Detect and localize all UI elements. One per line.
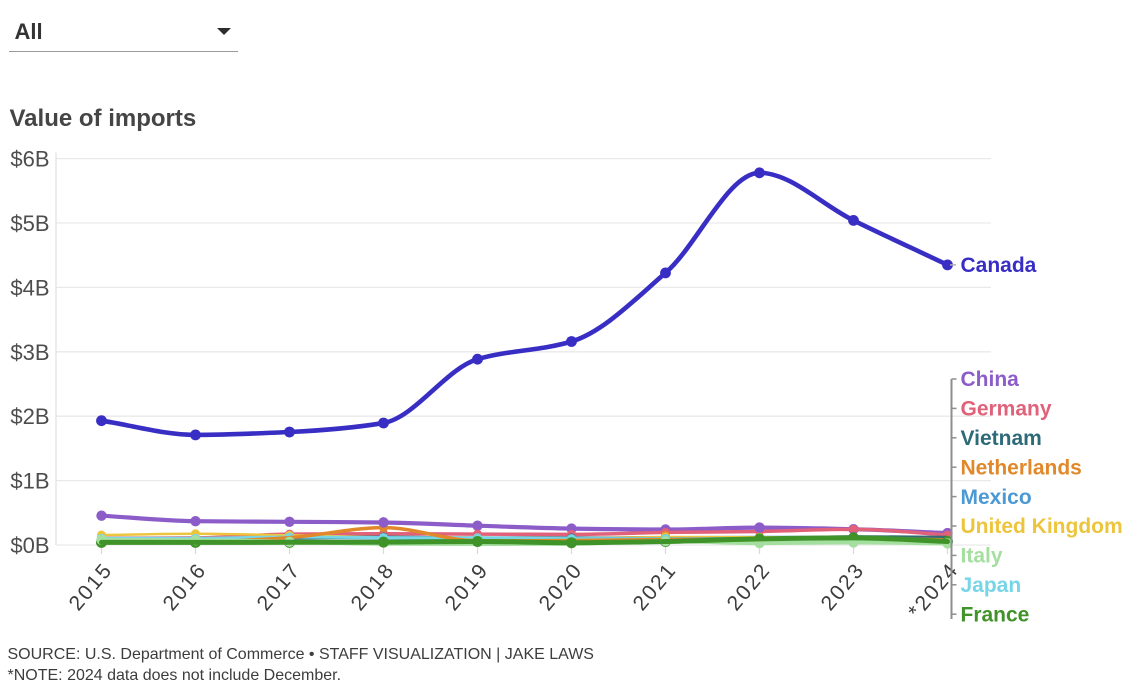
svg-text:$2B: $2B bbox=[10, 404, 49, 429]
svg-text:2020: 2020 bbox=[535, 558, 588, 615]
svg-text:2018: 2018 bbox=[347, 558, 400, 615]
svg-text:2023: 2023 bbox=[817, 558, 870, 615]
svg-text:France: France bbox=[961, 603, 1030, 626]
svg-text:Mexico: Mexico bbox=[961, 486, 1032, 509]
svg-text:United Kingdom: United Kingdom bbox=[961, 515, 1123, 538]
svg-text:Japan: Japan bbox=[961, 574, 1022, 597]
svg-text:2015: 2015 bbox=[65, 558, 118, 615]
svg-text:$1B: $1B bbox=[10, 469, 49, 494]
svg-text:Italy: Italy bbox=[961, 545, 1003, 568]
svg-text:China: China bbox=[961, 368, 1020, 391]
svg-text:$6B: $6B bbox=[10, 147, 49, 172]
svg-text:2022: 2022 bbox=[723, 558, 776, 615]
svg-text:$5B: $5B bbox=[10, 211, 49, 236]
svg-text:2016: 2016 bbox=[159, 558, 212, 615]
svg-text:2017: 2017 bbox=[253, 558, 306, 615]
svg-text:Netherlands: Netherlands bbox=[961, 456, 1082, 479]
svg-text:Vietnam: Vietnam bbox=[961, 427, 1042, 450]
svg-text:*2024: *2024 bbox=[904, 558, 963, 622]
svg-text:$4B: $4B bbox=[10, 275, 49, 300]
svg-text:$3B: $3B bbox=[10, 340, 49, 365]
svg-text:Germany: Germany bbox=[961, 398, 1052, 421]
svg-text:Canada: Canada bbox=[961, 254, 1037, 277]
svg-text:$0B: $0B bbox=[10, 533, 49, 558]
svg-text:2019: 2019 bbox=[441, 558, 494, 615]
svg-text:2021: 2021 bbox=[629, 558, 682, 615]
